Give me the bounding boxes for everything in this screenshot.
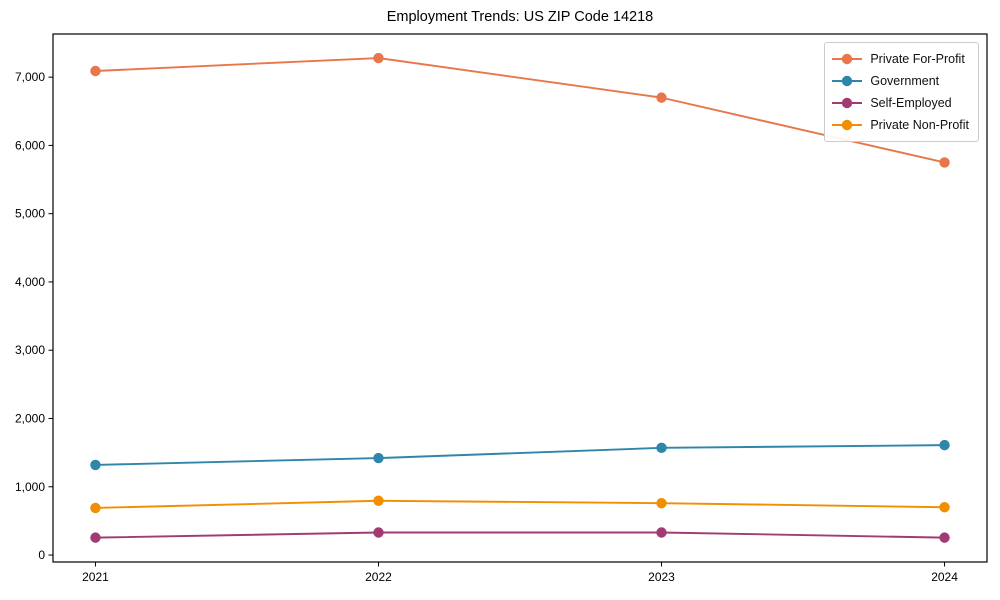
- data-point-private-non-profit-2021: [90, 502, 101, 514]
- legend-label: Self-Employed: [870, 96, 952, 110]
- data-point-private-for-profit-2021: [90, 65, 101, 77]
- y-tick-label: 2,000: [15, 411, 45, 425]
- data-point-private-for-profit-2024: [939, 157, 950, 168]
- data-point-government-2022: [373, 452, 384, 464]
- legend: Private For-Profit Government Self-Employe…: [824, 42, 979, 142]
- data-point-private-non-profit-2022: [373, 495, 384, 506]
- chart-title: Employment Trends: US ZIP Code 14218: [386, 9, 654, 25]
- data-point-private-for-profit-2022: [373, 52, 384, 64]
- data-point-self-employed-2024: [939, 532, 950, 543]
- data-point-private-non-profit-2024: [939, 502, 950, 513]
- x-tick-label: 2022: [365, 570, 392, 584]
- data-point-government-2021: [90, 459, 101, 471]
- data-point-government-2024: [939, 439, 950, 451]
- series-line-private-non-profit: [94, 499, 946, 509]
- data-point-self-employed-2023: [656, 527, 667, 538]
- y-tick-label: 6,000: [15, 138, 45, 152]
- legend-label: Government: [870, 74, 940, 88]
- legend-marker-private-for-profit-icon: [832, 53, 863, 65]
- series-line-self-employed: [94, 531, 946, 539]
- plot-border: [52, 33, 988, 563]
- legend-marker-private-non-profit-icon: [832, 119, 863, 131]
- legend-marker-government-icon: [832, 75, 863, 87]
- data-point-self-employed-2022: [373, 527, 384, 538]
- x-tick-label: 2023: [648, 570, 675, 584]
- data-point-private-non-profit-2023: [656, 497, 667, 509]
- data-point-private-for-profit-2023: [656, 92, 667, 103]
- data-point-self-employed-2021: [90, 532, 101, 543]
- x-tick-label: 2024: [931, 570, 958, 584]
- series-line-government: [94, 444, 946, 466]
- legend-marker-self-employed-icon: [832, 97, 863, 109]
- y-tick-label: 1,000: [15, 480, 45, 494]
- legend-item-private-for-profit: Private For-Profit: [831, 48, 969, 70]
- legend-item-government: Government: [831, 70, 969, 92]
- data-point-government-2023: [656, 442, 667, 454]
- x-tick-label: 2021: [82, 570, 109, 584]
- y-tick-label: 4,000: [15, 275, 45, 289]
- y-tick-label: 5,000: [15, 207, 45, 221]
- legend-item-self-employed: Self-Employed: [831, 92, 969, 114]
- legend-item-private-non-profit: Private Non-Profit: [831, 114, 969, 136]
- legend-label: Private Non-Profit: [870, 118, 969, 132]
- legend-label: Private For-Profit: [870, 52, 965, 66]
- y-tick-label: 3,000: [15, 343, 45, 357]
- y-tick-label: 0: [38, 548, 45, 562]
- y-tick-label: 7,000: [15, 70, 45, 84]
- series-line-private-for-profit: [94, 57, 946, 164]
